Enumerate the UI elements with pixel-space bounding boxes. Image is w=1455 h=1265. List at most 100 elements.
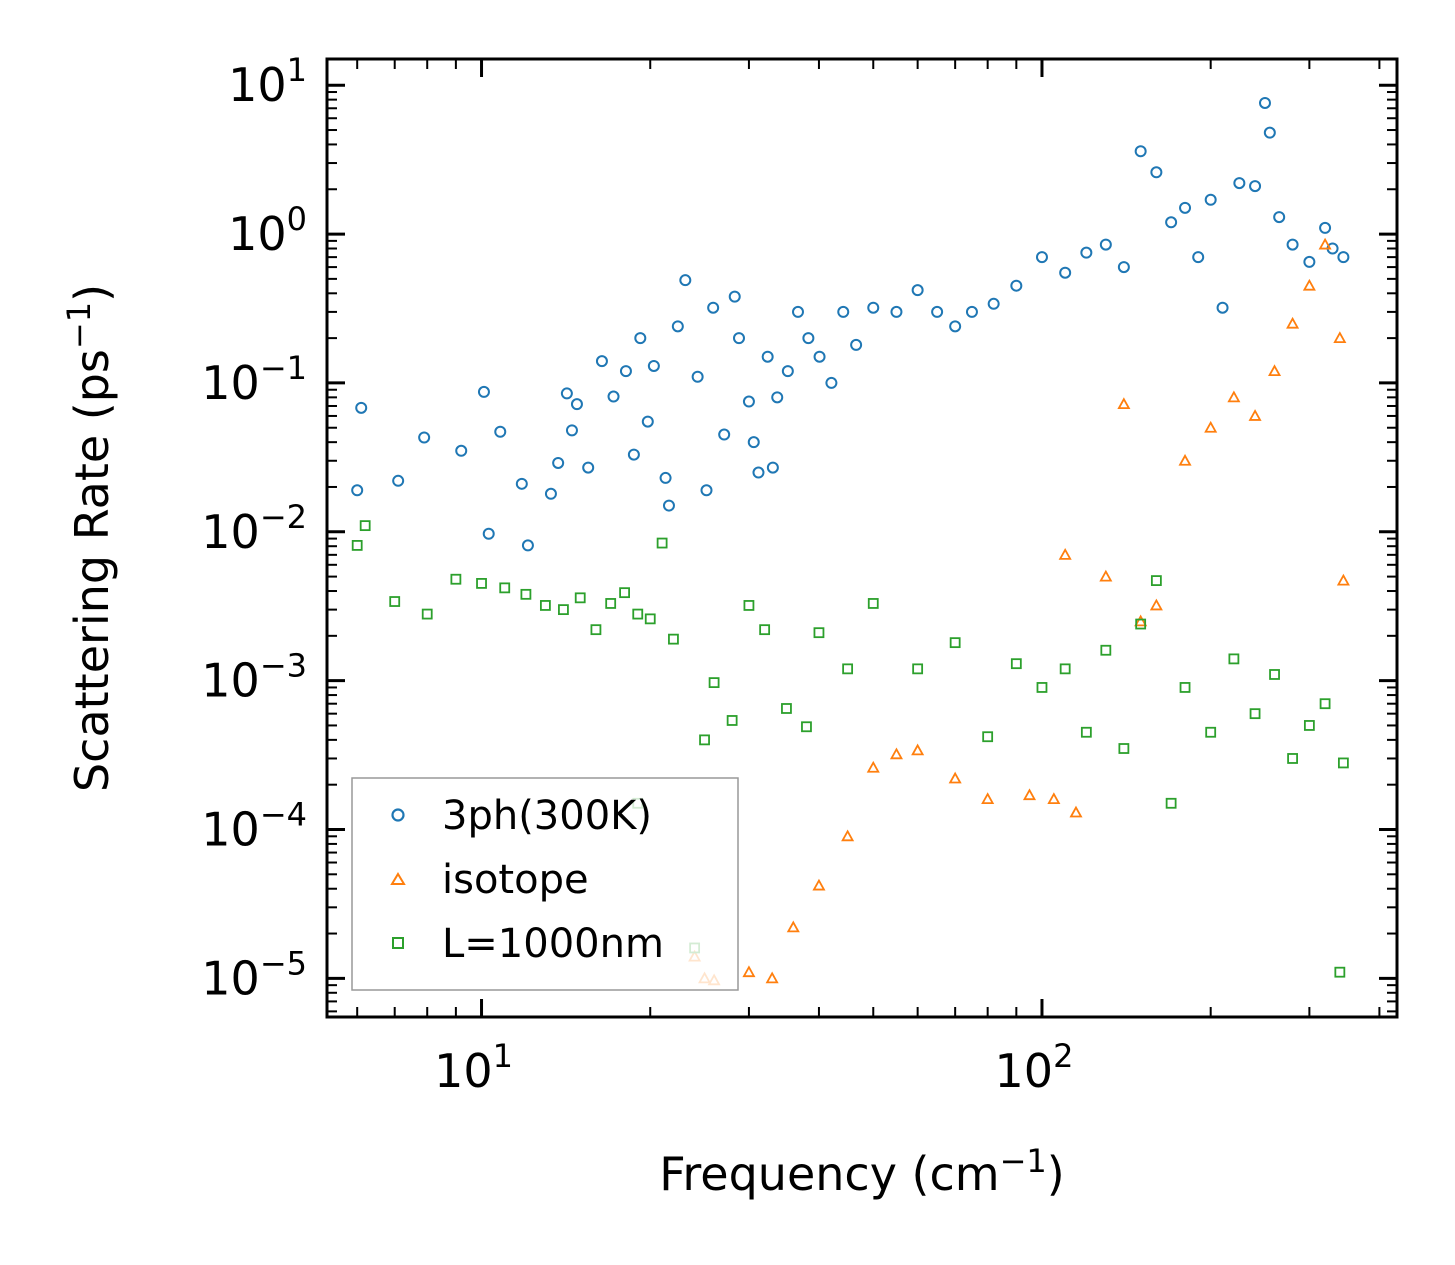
data-point-square [1303,720,1315,731]
data-point-circle [641,415,654,428]
data-point-square [1287,753,1298,764]
data-point-square [759,624,771,636]
data-point-square [1249,708,1261,720]
data-point-circle [392,474,405,487]
data-point-square [743,600,755,611]
data-point-circle [802,332,815,345]
data-point-square [605,598,617,609]
data-point-circle [1192,251,1205,264]
y-tick-label: 10−4 [201,795,307,856]
data-point-triangle [1099,569,1113,582]
data-point-square [351,540,363,551]
data-point-square [949,637,961,649]
data-point-circle [813,350,826,363]
data-point-triangle [1286,316,1300,329]
data-point-square [632,608,644,620]
data-point-square [1150,575,1162,586]
y-tick-label: 101 [228,51,307,112]
data-point-circle [761,350,774,363]
data-point-square [1036,682,1048,693]
data-point-circle [1165,216,1178,229]
data-point-circle [965,305,978,318]
data-point-circle [634,332,647,345]
data-point-square [1319,698,1331,710]
data-point-circle [355,401,368,414]
data-point-triangle [866,760,880,773]
data-point-square [359,520,371,532]
data-point-circle [659,471,672,484]
plot-frame [325,57,1399,1019]
data-point-triangle [1333,331,1347,344]
x-tick-label: 101 [434,1037,513,1098]
data-point-circle [582,461,595,474]
data-point-circle [1117,261,1130,274]
data-point-circle [700,484,713,497]
y-axis-title: Scattering Rate (ps−1) [60,284,119,792]
data-point-circle [911,284,924,297]
data-point-square [619,587,630,599]
data-point-triangle [812,878,826,891]
series-0 [351,96,1350,552]
legend-label-isotope: isotope [442,857,589,903]
data-point-circle [1150,166,1163,179]
data-point-circle [850,338,863,351]
data-point-circle [742,395,755,408]
data-point-square [389,596,401,607]
data-point-circle [791,305,804,318]
data-point-triangle [1302,278,1316,291]
data-point-triangle [1047,792,1061,805]
data-point-square [499,582,511,594]
data-point-circle [619,365,632,378]
data-point-circle [867,301,880,314]
data-point-circle [570,398,583,411]
data-point-circle [1059,266,1072,279]
data-point-circle [1099,238,1112,251]
data-point-circle [565,424,578,437]
data-point-circle [1337,251,1350,264]
data-point-triangle [889,747,903,760]
data-point-circle [771,391,784,404]
data-point-triangle [981,792,995,805]
data-point-square [1179,682,1191,693]
data-point-circle [521,539,534,552]
data-point-square [1205,726,1217,738]
data-point-square [1118,743,1130,754]
data-point-square [656,537,668,549]
y-tick-labels: 101 100 10−1 10−2 10−3 10−4 10−5 [201,51,307,1005]
data-point-square [842,663,854,675]
data-point-square [590,624,602,636]
data-point-circle [732,332,745,345]
data-point-circle [1204,193,1217,206]
data-point-circle [560,387,573,400]
data-point-square [1100,644,1112,656]
data-point-circle [752,466,765,479]
data-point-triangle [1204,420,1218,433]
data-point-circle [418,431,431,444]
data-point-square [1269,669,1280,680]
data-point-triangle [911,743,925,756]
data-point-circle [691,370,704,383]
data-point-triangle [1336,573,1350,586]
data-point-square [982,731,994,743]
data-point-square [1337,757,1349,769]
data-point-square [1135,618,1147,630]
data-point-square [1080,726,1092,738]
data-point-triangle [1227,390,1241,403]
x-tick-label: 102 [995,1037,1074,1098]
data-point-square [421,608,433,620]
data-point-circle [607,390,620,403]
data-point-circle [679,274,692,287]
data-point-circle [987,297,1000,310]
data-point-circle [837,305,850,318]
data-point-triangle [841,829,855,842]
data-point-square [558,604,569,616]
x-axis-title: Frequency (cm−1) [659,1142,1064,1201]
data-point-circle [1233,177,1246,190]
data-point-triangle [765,971,779,984]
data-point-square [1059,663,1071,675]
data-point-circle [718,428,731,441]
data-point-square [781,703,792,714]
y-tick-label: 10−5 [201,944,307,1005]
data-point-circle [1080,246,1093,259]
